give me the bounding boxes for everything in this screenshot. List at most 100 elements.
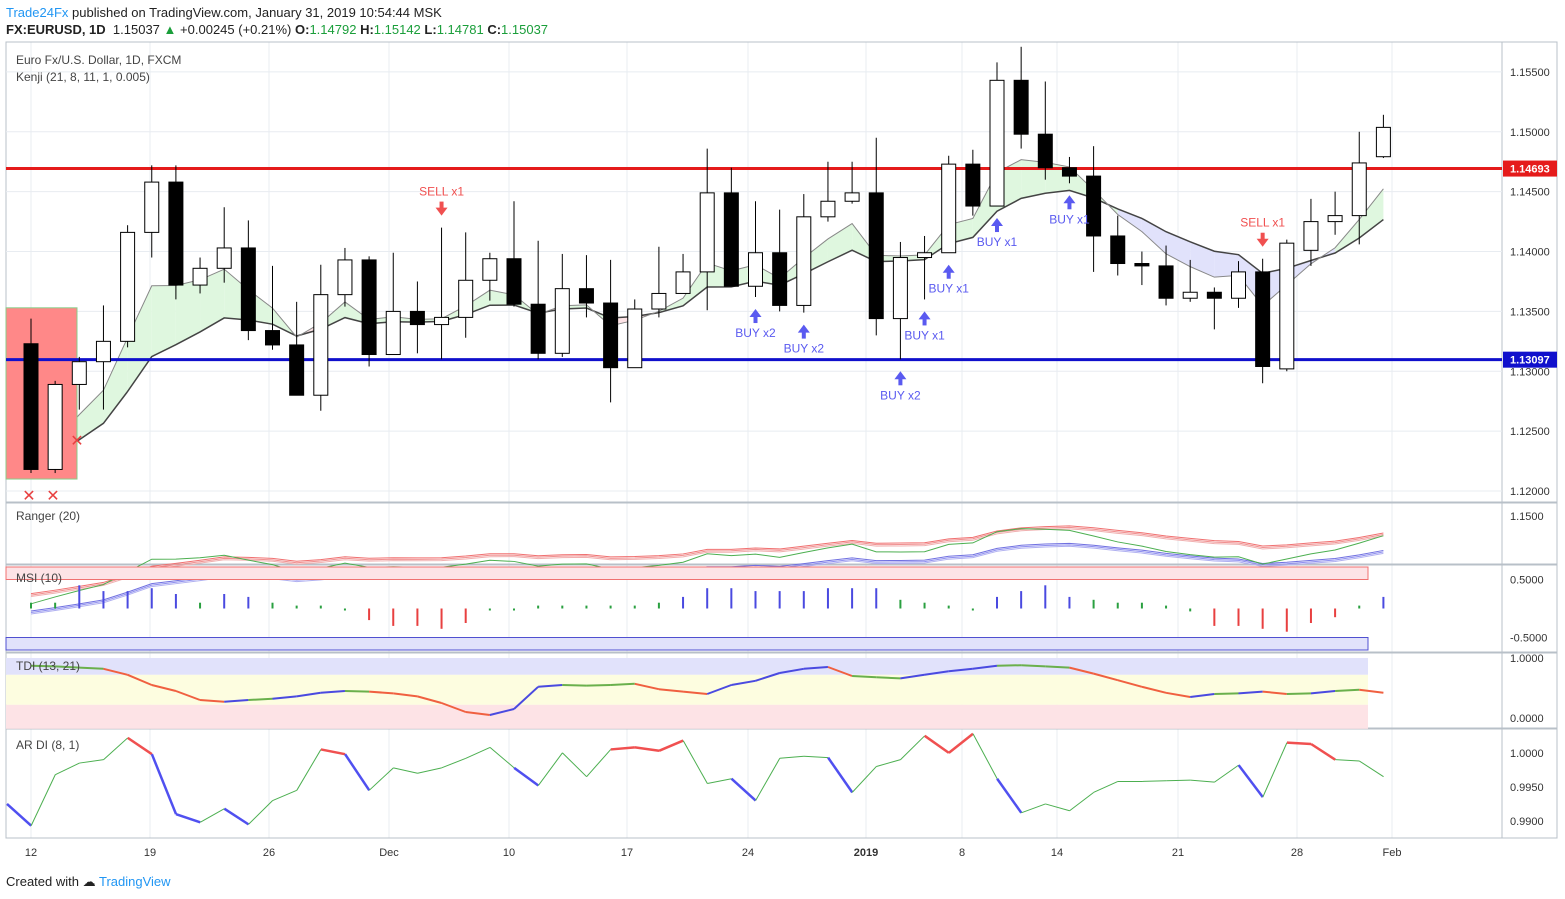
candle-body [1231,271,1246,299]
candle-body [941,163,957,254]
ardi-segment [634,746,660,753]
x-tick-label: 17 [621,847,633,859]
ardi-segment [465,746,491,759]
tdi-segment [513,686,539,710]
msi-bar [1068,596,1071,609]
ardi-segment [900,735,926,761]
candle-body [1375,126,1391,158]
tdi-segment [852,675,877,679]
candle-body [627,308,643,369]
close-value: 1.15037 [501,22,549,37]
ardi-segment [1310,742,1336,761]
high-value: 1.15142 [373,22,421,37]
msi-upper-zone [5,566,1369,580]
tdi-segment [441,702,467,713]
ardi-segment [1142,780,1167,782]
chart-title: Euro Fx/U.S. Dollar, 1D, FXCM [16,53,181,67]
buy-arrow-icon [918,311,931,320]
ardi-segment [1069,791,1095,812]
open-label: O: [294,22,310,37]
candle-body [1086,175,1102,237]
chart-area[interactable]: 1.15500 1.15000 1.14500 1.14000 1.13500 1.130… [0,40,1565,872]
candle-body [216,247,232,269]
msi-bar [609,605,612,609]
tdi-segment [755,672,780,682]
publisher-link[interactable]: Trade24Fx [6,5,69,20]
kenji-cloud [151,285,176,357]
candle-body [240,247,256,332]
candle-body [530,303,546,354]
buy-arrow-stem [946,271,951,279]
candle-body [409,310,425,326]
ardi-segment [682,740,708,784]
ardi-segment [923,734,950,754]
msi-bar [368,608,371,621]
sell-signal-label: SELL x1 [419,185,464,199]
msi-bar [392,608,395,626]
tdi-segment [900,673,925,680]
ardi-segment [272,789,297,801]
msi-bar [682,596,685,609]
ardi-segment [1359,760,1384,778]
ardi-segment [730,777,757,802]
msi-bar [54,602,57,609]
tdi-segment [731,679,756,686]
tdi-segment [224,699,249,703]
tdi-segment [103,667,128,676]
tdi-segment [320,690,346,694]
buy-signal-label: BUY x1 [928,282,969,296]
ardi-segment [30,774,56,826]
tdi-lower-zone [6,704,1368,729]
candle-body [772,252,788,306]
candle-body [1327,215,1343,223]
buy-arrow-stem [995,225,999,233]
candle-body [603,302,619,369]
high-label: H: [360,22,374,37]
msi-bar [537,605,540,609]
tdi-segment [1335,688,1360,692]
buy-arrow-icon [749,309,762,318]
msi-bar [1140,602,1143,609]
tdi-segment [1214,692,1239,695]
ardi-segment [1237,764,1264,798]
tdi-upper-zone [6,658,1368,675]
tdi-segment [175,690,201,701]
msi-bar [1020,591,1023,609]
ardi-segment [393,767,418,774]
ardi-segment [707,778,732,784]
ardi-segment [489,747,515,769]
ardi-segment [996,778,1023,814]
buy-arrow-stem [753,316,758,324]
tdi-segment [1045,665,1070,669]
tdi-segment [1359,688,1384,694]
kenji-cloud [175,279,201,345]
msi-bar [1165,605,1168,609]
tdi-segment [996,664,1022,667]
ardi-segment [755,758,781,801]
buy-signal-label: BUY x1 [977,235,1018,249]
msi-bar [319,605,322,609]
msi-bar [923,602,926,609]
msi-bar [996,596,998,609]
buy-arrow-icon [942,264,955,273]
tdi-segment [924,670,949,676]
tdi-mid-zone [6,674,1368,705]
buy-signal-label: BUY x2 [784,342,825,356]
ardi-segment [610,746,636,751]
candle-body [168,181,184,286]
msi-bar [1044,585,1047,609]
close-label: C: [487,22,502,37]
ardi-segment [586,749,612,778]
indicator-title: MSI (10) [16,571,62,585]
ardi-segment [296,749,322,791]
exit-cross-icon: ✕ [70,433,83,450]
candle-body [1206,291,1222,299]
price-change: +0.00245 (+0.21%) [180,22,292,37]
tdi-segment [30,664,56,668]
buy-arrow-stem [1067,202,1072,210]
tdi-segment [586,684,611,687]
tdi-segment [1021,664,1046,668]
tdi-segment [658,688,684,693]
tdi-segment [972,664,998,670]
tradingview-link[interactable]: TradingView [99,874,171,889]
